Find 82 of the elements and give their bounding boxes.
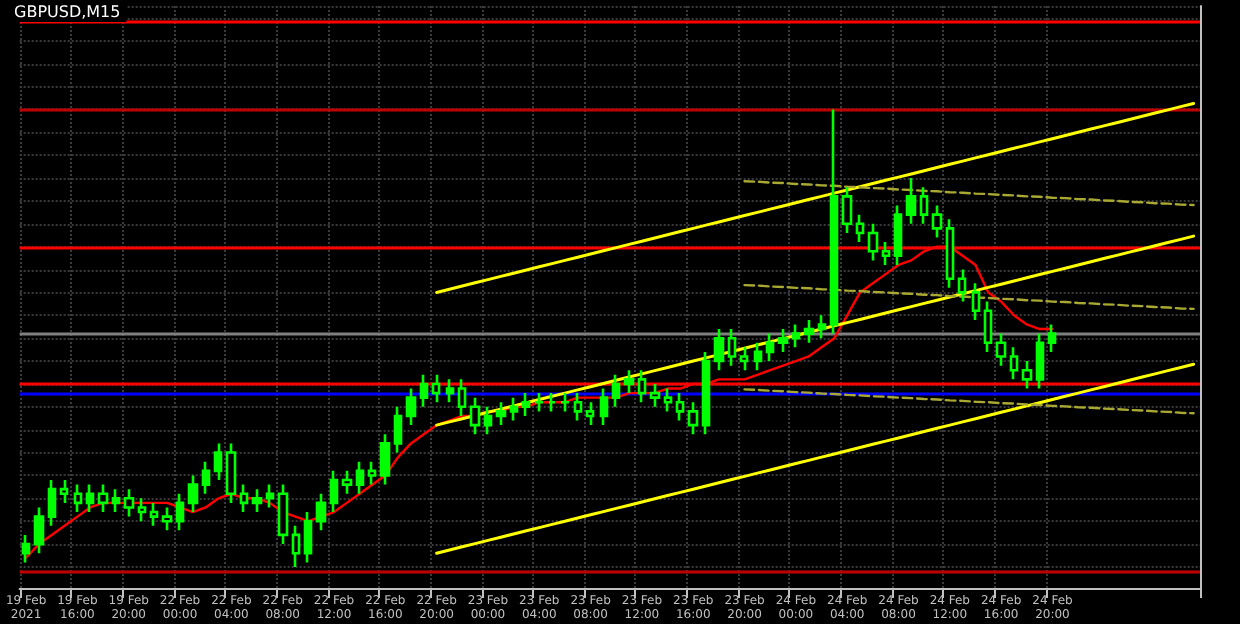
candlestick [123, 487, 135, 518]
candlestick [983, 300, 993, 354]
candlestick [85, 483, 95, 514]
candlestick [637, 368, 647, 404]
candlestick [445, 378, 455, 404]
candlestick [379, 432, 391, 486]
candlestick [431, 373, 441, 404]
candlestick [1021, 359, 1033, 390]
candlestick [573, 391, 583, 422]
candlestick [419, 373, 429, 409]
candlestick [727, 327, 737, 367]
candlestick [829, 108, 839, 335]
candlestick [175, 492, 185, 532]
candlestick [687, 400, 699, 436]
candlestick [315, 492, 327, 532]
candlestick [97, 483, 109, 514]
candlestick [547, 391, 557, 413]
candlestick [367, 460, 377, 486]
candlestick [137, 497, 147, 523]
candlestick [649, 382, 661, 409]
candlestick [753, 341, 763, 372]
candlestick [931, 204, 943, 239]
candlestick [469, 396, 481, 436]
candlestick [817, 314, 827, 340]
candlestick [1009, 346, 1019, 381]
candlestick [739, 346, 749, 372]
candlestick [559, 391, 571, 413]
candlestick [855, 213, 865, 244]
candlestick [521, 391, 531, 418]
candlestick [791, 323, 801, 349]
candlestick [1047, 323, 1057, 354]
candlestick [893, 204, 903, 267]
candlestick [291, 524, 301, 569]
candlestick [675, 391, 685, 422]
candlestick [841, 185, 853, 235]
chart-title: GBPUSD,M15 [14, 3, 121, 21]
candlestick [971, 281, 981, 322]
candlestick [611, 373, 621, 409]
candlestick [303, 510, 313, 564]
candlestick [33, 506, 45, 555]
candlestick [881, 240, 891, 267]
candlestick [47, 478, 57, 528]
candlestick [957, 268, 967, 303]
candlestick [457, 378, 467, 418]
candlestick [713, 327, 725, 372]
candlestick [509, 396, 519, 422]
candlestick [59, 478, 69, 505]
candlestick [867, 222, 879, 262]
candlestick [623, 368, 635, 395]
candlestick [277, 483, 289, 546]
candlestick [187, 474, 199, 514]
candlestick [533, 391, 545, 413]
candlestick [225, 442, 237, 505]
candlestick [393, 405, 403, 454]
candlestick [945, 217, 955, 290]
candlestick [21, 533, 31, 564]
candlestick [73, 483, 83, 514]
candlestick [355, 460, 365, 496]
candlestick [329, 469, 339, 514]
candlestick [919, 185, 929, 226]
candlestick [803, 318, 815, 345]
candlestick [149, 501, 159, 528]
candlestick [599, 387, 609, 427]
candlestick [251, 487, 263, 514]
candlestick [495, 400, 507, 427]
candlestick [341, 469, 353, 496]
candlestick [1035, 332, 1045, 390]
candlestick [701, 350, 711, 436]
candlestick [265, 483, 275, 509]
candlestick [905, 176, 917, 226]
candlestick [201, 460, 211, 496]
candlestick [239, 483, 249, 514]
candlestick [213, 442, 223, 482]
candlestick [777, 327, 789, 354]
candlestick [483, 405, 493, 436]
candlestick [111, 487, 121, 514]
candlestick [161, 506, 173, 532]
candlestick [663, 387, 673, 413]
candlestick [765, 332, 775, 363]
candlestick [995, 332, 1007, 367]
candlestick [585, 400, 595, 427]
candlestick [405, 387, 417, 427]
